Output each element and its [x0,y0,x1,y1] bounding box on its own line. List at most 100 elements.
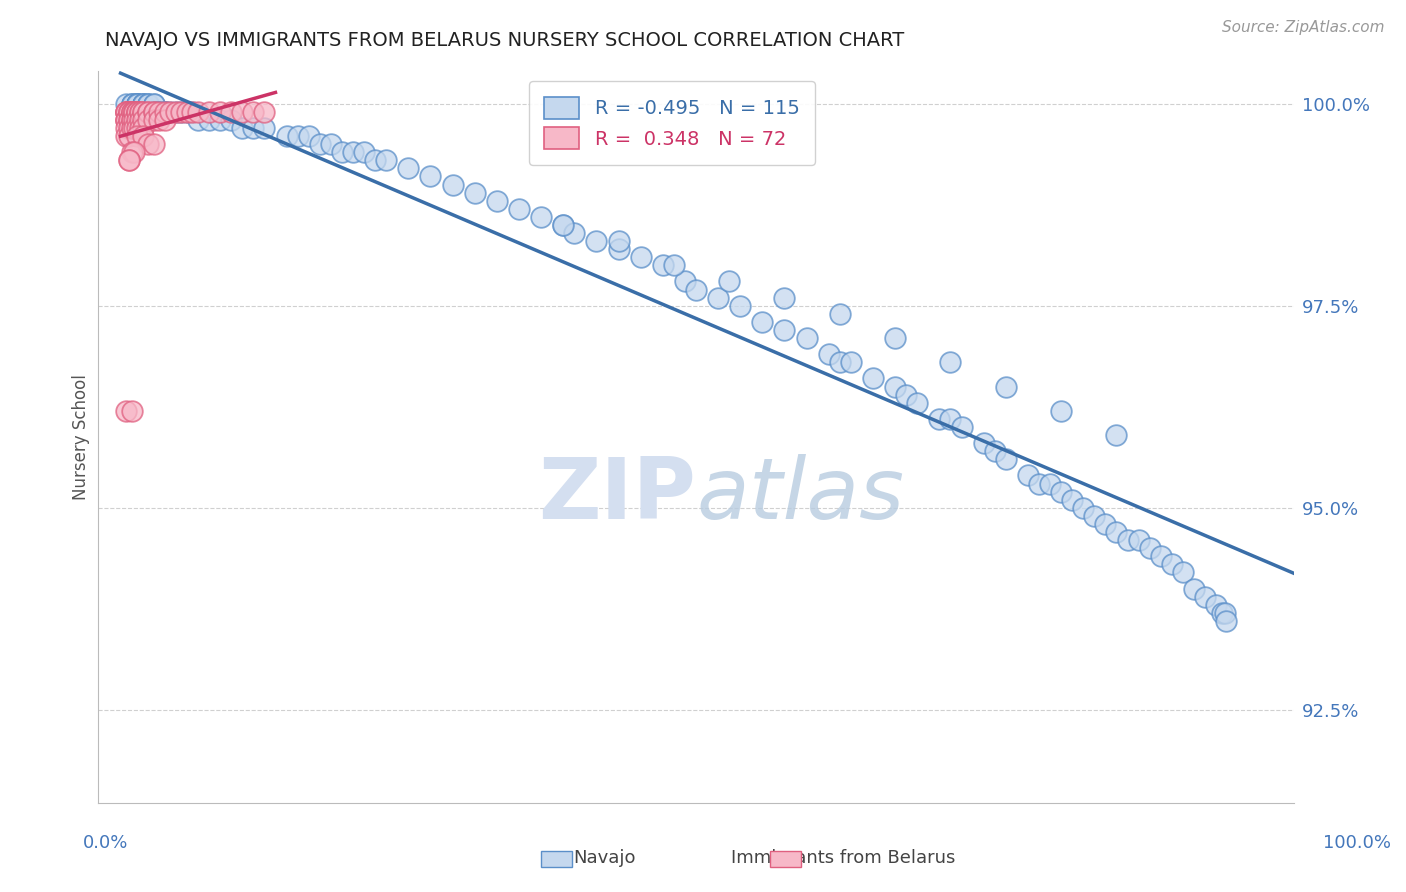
Point [127,96,149,111]
Point [136,137,159,152]
Point [118,128,141,143]
Point [115,104,138,119]
Point [928,412,950,426]
Point [118,104,141,119]
Point [176,104,198,119]
Point [118,153,141,168]
Point [839,355,862,369]
Point [884,331,907,345]
Point [170,104,193,119]
Point [1128,533,1150,548]
Point [153,104,176,119]
Point [1039,476,1062,491]
Point [231,120,253,135]
Point [131,96,153,111]
Point [1211,606,1233,620]
Point [673,275,696,289]
Point [884,379,907,393]
Point [115,112,138,127]
Point [862,371,884,385]
Point [115,104,138,119]
Point [118,104,141,119]
Point [1171,566,1194,580]
Point [198,112,221,127]
Point [508,202,530,216]
Point [298,128,321,143]
Point [159,104,181,119]
Point [131,112,153,127]
Point [939,412,962,426]
Point [364,153,387,168]
Point [1194,590,1216,604]
Point [707,291,730,305]
Point [607,242,630,256]
Point [718,275,741,289]
Point [136,96,159,111]
Point [142,96,165,111]
Point [153,112,176,127]
Point [1071,500,1094,515]
Point [121,112,143,127]
Point [121,104,143,119]
Point [142,112,165,127]
Point [1150,549,1173,564]
Point [127,96,149,111]
Point [209,104,232,119]
Point [127,120,149,135]
Point [131,96,153,111]
Point [170,104,193,119]
Point [153,104,176,119]
Point [396,161,419,176]
Point [353,145,375,160]
Point [165,104,187,119]
Point [187,112,209,127]
Point [553,218,575,232]
Point [530,210,553,224]
Point [129,112,152,127]
Point [242,120,264,135]
Point [127,96,149,111]
Text: atlas: atlas [696,454,904,537]
Point [153,104,176,119]
Point [441,178,464,192]
Point [1050,484,1073,499]
Text: Immigrants from Belarus: Immigrants from Belarus [731,849,956,867]
Point [828,307,851,321]
Point [127,128,149,143]
Point [308,137,330,152]
Point [1028,476,1050,491]
Point [253,120,276,135]
Point [939,355,962,369]
Point [994,452,1017,467]
Point [115,104,138,119]
Point [122,112,145,127]
Point [121,96,143,111]
Point [136,104,159,119]
Point [817,347,839,361]
Point [127,96,149,111]
Point [118,153,141,168]
Point [121,96,143,111]
Text: 0.0%: 0.0% [83,834,128,852]
Point [896,387,918,401]
Point [1083,508,1105,523]
Point [121,404,143,418]
Point [984,444,1007,458]
Point [115,104,138,119]
Point [129,120,152,135]
Point [253,104,276,119]
Point [585,234,607,248]
Point [115,112,138,127]
Point [994,379,1017,393]
Point [728,299,751,313]
Point [950,420,973,434]
Point [751,315,773,329]
Point [142,96,165,111]
Point [165,104,187,119]
Point [219,112,242,127]
Point [176,104,198,119]
Point [1139,541,1161,556]
Point [287,128,309,143]
Point [122,104,145,119]
Point [148,104,170,119]
